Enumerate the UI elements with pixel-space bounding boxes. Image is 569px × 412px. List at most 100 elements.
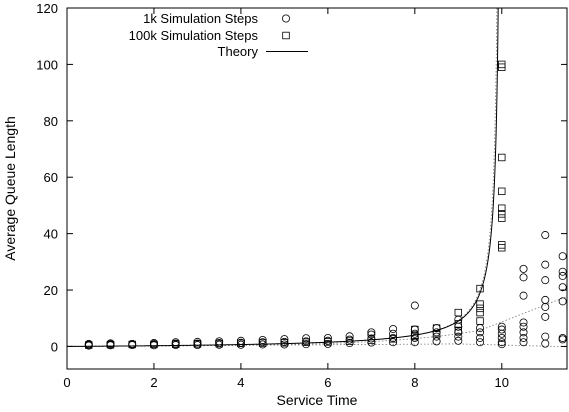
y-tick-label: 20 xyxy=(44,283,58,298)
y-tick-label: 40 xyxy=(44,227,58,242)
y-tick-label: 0 xyxy=(51,339,58,354)
legend-label: 100k Simulation Steps xyxy=(129,28,259,43)
point-100k xyxy=(258,339,267,347)
point-100k xyxy=(476,308,484,317)
point-1k xyxy=(541,302,550,311)
point-100k xyxy=(193,340,202,348)
point-100k xyxy=(324,338,332,346)
point-1k xyxy=(497,338,506,347)
point-1k xyxy=(302,334,311,343)
point-1k xyxy=(476,338,485,347)
point-1k xyxy=(558,283,567,292)
point-100k xyxy=(454,320,463,328)
point-100k xyxy=(432,330,441,338)
point-1k xyxy=(367,330,376,339)
point-1k xyxy=(497,340,506,349)
point-1k xyxy=(541,295,550,304)
fit-curve-1k xyxy=(67,296,567,347)
point-1k xyxy=(541,339,550,348)
point-1k xyxy=(519,338,528,347)
y-axis-label: Average Queue Length xyxy=(2,116,18,261)
point-1k xyxy=(389,324,398,333)
point-100k xyxy=(411,331,419,339)
fit-curve-low xyxy=(67,343,567,348)
point-1k xyxy=(497,329,506,338)
points-layer xyxy=(84,60,567,350)
point-1k xyxy=(323,333,332,342)
point-100k xyxy=(367,336,376,344)
legend: 1k Simulation Steps 100k Simulation Steps… xyxy=(129,11,308,59)
point-100k xyxy=(171,340,180,348)
point-100k xyxy=(454,308,463,317)
y-tick-label: 120 xyxy=(36,1,58,16)
point-1k xyxy=(389,329,398,338)
plot-frame xyxy=(66,7,568,370)
point-1k xyxy=(432,337,441,346)
y-tick-label: 100 xyxy=(36,57,58,72)
point-100k xyxy=(389,335,397,343)
point-100k xyxy=(498,187,506,196)
point-100k xyxy=(498,204,506,212)
point-100k xyxy=(476,304,484,313)
point-1k xyxy=(558,297,567,306)
x-tick-label: 4 xyxy=(237,375,244,390)
point-1k xyxy=(519,333,528,342)
point-100k xyxy=(215,339,223,348)
point-1k xyxy=(558,252,567,261)
point-1k xyxy=(454,322,463,331)
point-1k xyxy=(454,328,463,337)
point-1k xyxy=(558,271,567,280)
point-1k xyxy=(410,329,419,338)
point-1k xyxy=(519,273,528,282)
point-100k xyxy=(498,153,506,162)
point-100k xyxy=(302,338,310,346)
point-1k xyxy=(432,328,441,337)
point-100k xyxy=(411,325,419,334)
point-100k xyxy=(345,337,354,345)
point-1k xyxy=(541,312,550,321)
point-1k xyxy=(519,328,528,337)
point-100k xyxy=(476,300,484,308)
point-1k xyxy=(541,276,550,285)
theory-layer xyxy=(67,8,499,347)
legend-circle-symbol xyxy=(281,14,290,23)
y-tick-label: 60 xyxy=(44,170,58,185)
y-tick-label: 80 xyxy=(44,114,58,129)
point-100k xyxy=(106,341,115,349)
point-100k xyxy=(128,340,136,349)
x-tick-label: 0 xyxy=(63,375,70,390)
point-1k xyxy=(519,264,528,273)
point-1k xyxy=(476,328,485,337)
point-1k xyxy=(519,322,528,331)
point-100k xyxy=(498,210,506,218)
x-tick-label: 6 xyxy=(324,375,331,390)
point-100k xyxy=(280,339,289,347)
point-1k xyxy=(541,260,550,269)
point-1k xyxy=(497,333,506,342)
point-1k xyxy=(497,322,506,331)
point-100k xyxy=(432,324,441,332)
point-1k xyxy=(519,318,528,327)
point-100k xyxy=(498,244,506,252)
theory-curve xyxy=(67,8,499,347)
point-100k xyxy=(237,339,245,348)
point-1k xyxy=(345,332,354,341)
point-1k xyxy=(476,333,485,342)
point-100k xyxy=(476,317,484,325)
point-100k xyxy=(476,284,484,293)
point-100k xyxy=(498,214,506,222)
point-100k xyxy=(498,63,506,71)
x-tick-label: 2 xyxy=(150,375,157,390)
point-1k xyxy=(558,267,567,276)
point-1k xyxy=(541,332,550,341)
point-100k xyxy=(85,341,93,349)
point-1k xyxy=(558,333,567,342)
point-100k xyxy=(498,241,506,249)
point-1k xyxy=(454,336,463,345)
point-100k xyxy=(150,340,158,349)
point-1k xyxy=(519,291,528,300)
legend-label: 1k Simulation Steps xyxy=(143,11,258,26)
point-1k xyxy=(497,325,506,334)
